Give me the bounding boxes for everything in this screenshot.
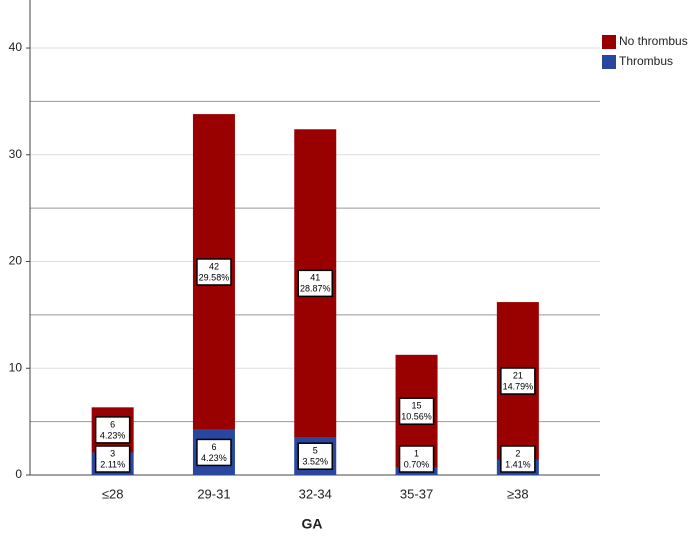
y-tick-label: 10 bbox=[9, 360, 23, 374]
data-label-count: 6 bbox=[211, 442, 216, 452]
x-tick-label: ≤28 bbox=[102, 486, 124, 501]
data-label-count: 15 bbox=[412, 401, 422, 411]
data-label-percent: 29.58% bbox=[199, 272, 230, 282]
legend-swatch bbox=[602, 35, 616, 49]
data-label-percent: 0.70% bbox=[404, 459, 430, 469]
data-label-box bbox=[398, 445, 435, 473]
data-label-percent: 14.79% bbox=[503, 381, 534, 391]
data-label-count: 3 bbox=[110, 448, 115, 458]
y-tick-label: 0 bbox=[15, 467, 22, 481]
legend-label: Thrombus bbox=[619, 54, 673, 68]
y-tick-label: 30 bbox=[9, 147, 23, 161]
data-label: 10.70% bbox=[398, 445, 435, 473]
data-label-count: 41 bbox=[310, 273, 320, 283]
data-label-box bbox=[94, 445, 131, 473]
data-label-box bbox=[297, 269, 333, 298]
data-label-box bbox=[398, 397, 435, 425]
data-label-percent: 1.41% bbox=[505, 459, 531, 469]
x-tick-label: ≥38 bbox=[507, 486, 529, 501]
data-label-box bbox=[196, 258, 232, 286]
data-label-count: 5 bbox=[313, 446, 318, 456]
data-label-percent: 3.52% bbox=[302, 457, 328, 467]
data-label: 64.23% bbox=[94, 416, 131, 444]
data-label-count: 6 bbox=[110, 419, 115, 429]
data-label: 21.41% bbox=[500, 445, 536, 473]
data-label-percent: 28.87% bbox=[300, 284, 331, 294]
data-label-count: 1 bbox=[414, 448, 419, 458]
x-tick-label: 29-31 bbox=[197, 486, 230, 501]
y-tick-label: 40 bbox=[9, 40, 23, 54]
data-label-box bbox=[196, 438, 232, 467]
data-label-percent: 4.23% bbox=[201, 453, 227, 463]
data-label: 53.52% bbox=[297, 442, 333, 470]
data-label-box bbox=[94, 416, 131, 444]
legend-label: No thrombus bbox=[619, 34, 688, 48]
data-label-percent: 10.56% bbox=[401, 412, 432, 422]
data-label-count: 42 bbox=[209, 261, 219, 271]
legend-swatch bbox=[602, 55, 616, 69]
data-label: 32.11% bbox=[94, 445, 131, 473]
data-label-box bbox=[297, 442, 333, 470]
data-label-count: 2 bbox=[515, 448, 520, 458]
x-axis-label: GA bbox=[302, 516, 323, 532]
y-tick-label: 20 bbox=[9, 254, 23, 268]
data-label-count: 21 bbox=[513, 370, 523, 380]
data-label-percent: 4.23% bbox=[100, 430, 126, 440]
x-tick-label: 35-37 bbox=[400, 486, 433, 501]
data-label: 64.23% bbox=[196, 438, 232, 467]
data-label-box bbox=[500, 367, 536, 395]
data-label-box bbox=[500, 445, 536, 473]
x-tick-label: 32-34 bbox=[299, 486, 332, 501]
data-label-percent: 2.11% bbox=[100, 459, 125, 469]
